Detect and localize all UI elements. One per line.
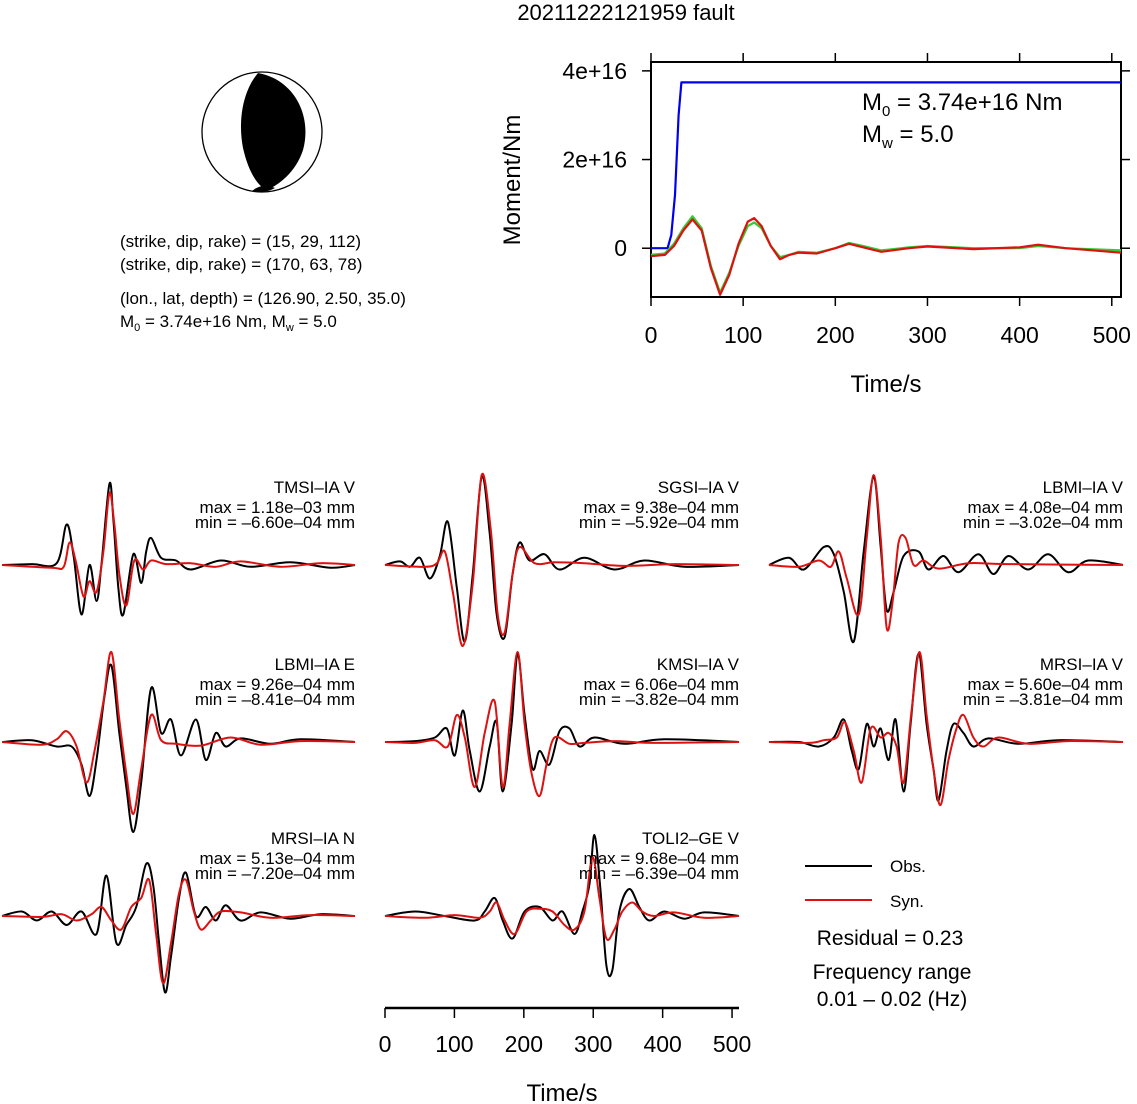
station-label: LBMI–IA V <box>1043 478 1124 497</box>
synthetic-waveform <box>1 491 356 607</box>
nodal-plane-2: (strike, dip, rake) = (170, 63, 78) <box>120 255 362 274</box>
moment-rate-plot: 0 2e+16 4e+16 0 100 200 300 400 500 Moment/Nm T… <box>499 53 1131 398</box>
station-max-label: max = 5.13e–04 mm <box>200 849 355 868</box>
moment-x-tick-label: 200 <box>816 322 854 348</box>
station-min-label: min = –6.39e–04 mm <box>579 864 739 883</box>
station-label: KMSI–IA V <box>657 655 740 674</box>
waveform-x-tick-label: 0 <box>379 1031 392 1057</box>
station-label: SGSI–IA V <box>658 478 740 497</box>
moment-y-axis: 0 2e+16 4e+16 <box>562 58 1130 261</box>
nodal-plane-1: (strike, dip, rake) = (15, 29, 112) <box>120 232 361 251</box>
station-min-label: min = –8.41e–04 mm <box>195 690 355 709</box>
synthetic-waveform <box>384 651 740 798</box>
frequency-range-label: Frequency range <box>813 961 972 984</box>
waveform-x-tick-label: 500 <box>713 1031 751 1057</box>
station-min-label: min = –6.60e–04 mm <box>195 513 355 532</box>
legend-obs-label: Obs. <box>890 857 926 876</box>
figure-title: 20211222121959 fault <box>517 0 734 25</box>
moment-x-tick-label: 300 <box>908 322 946 348</box>
station-label: LBMI–IA E <box>275 655 355 674</box>
moment-function-line <box>651 81 1121 250</box>
synthetic-waveform <box>1 877 356 985</box>
synthetic-waveform <box>384 472 740 648</box>
moment-annotation-m0: M0 = 3.74e+16 Nm <box>862 89 1062 120</box>
station-min-label: min = –3.82e–04 mm <box>579 690 739 709</box>
station-max-label: max = 1.18e–03 mm <box>200 498 355 517</box>
moment-x-tick-label: 100 <box>724 322 762 348</box>
moment-rate-syn-green-line <box>650 215 1122 294</box>
station-min-label: min = –3.81e–04 mm <box>963 690 1123 709</box>
station-max-label: max = 9.26e–04 mm <box>200 675 355 694</box>
station-max-label: max = 4.08e–04 mm <box>968 498 1123 517</box>
synthetic-waveform <box>768 474 1124 632</box>
observed-waveform <box>768 475 1124 644</box>
station-max-label: max = 6.06e–04 mm <box>584 675 739 694</box>
moment-y-axis-label: Moment/Nm <box>499 115 526 246</box>
station-label: TOLI2–GE V <box>642 829 740 848</box>
moment-y-tick-label: 4e+16 <box>562 58 627 84</box>
frequency-range-value: 0.01 – 0.02 (Hz) <box>817 988 968 1011</box>
station-max-label: max = 5.60e–04 mm <box>968 675 1123 694</box>
observed-waveform <box>384 475 740 643</box>
station-min-label: min = –3.02e–04 mm <box>963 513 1123 532</box>
moment-plot-frame <box>650 61 1122 298</box>
station-label: MRSI–IA N <box>271 829 355 848</box>
moment-x-tick-label: 400 <box>1000 322 1038 348</box>
waveform-x-axis: 0 100 200 300 400 500 <box>379 1006 751 1057</box>
synthetic-waveform <box>384 856 740 941</box>
waveform-x-tick-label: 400 <box>643 1031 681 1057</box>
observed-waveform <box>1 862 356 994</box>
station-label: TMSI–IA V <box>274 478 356 497</box>
waveform-x-axis-label: Time/s <box>526 1080 597 1104</box>
station-min-label: min = –5.92e–04 mm <box>579 513 739 532</box>
station-label: MRSI–IA V <box>1040 655 1124 674</box>
residual-label: Residual = 0.23 <box>817 927 964 950</box>
station-min-label: min = –7.20e–04 mm <box>195 864 355 883</box>
location-line: (lon., lat, depth) = (126.90, 2.50, 35.0… <box>120 289 406 308</box>
moment-x-axis-label: Time/s <box>850 371 921 398</box>
moment-line: M0 = 3.74e+16 Nm, Mw = 5.0 <box>120 312 337 334</box>
observed-waveform <box>384 652 740 793</box>
waveform-x-tick-label: 300 <box>574 1031 612 1057</box>
waveform-legend: Obs. Syn. <box>805 857 926 911</box>
focal-mechanism-beachball <box>201 71 323 193</box>
moment-y-tick-label: 2e+16 <box>562 147 627 173</box>
beachball-compressional-quadrant <box>240 73 306 190</box>
moment-annotation-mw: Mw = 5.0 <box>862 121 954 152</box>
observed-waveform <box>384 833 740 978</box>
synthetic-waveform <box>768 650 1124 807</box>
waveform-x-tick-label: 100 <box>435 1031 473 1057</box>
synthetic-waveform <box>1 650 356 816</box>
moment-rate-syn-red-line <box>650 217 1122 296</box>
moment-x-tick-label: 500 <box>1093 322 1131 348</box>
station-max-label: max = 9.38e–04 mm <box>584 498 739 517</box>
station-max-label: max = 9.68e–04 mm <box>584 849 739 868</box>
waveform-x-tick-label: 200 <box>505 1031 543 1057</box>
mechanism-info: (strike, dip, rake) = (15, 29, 112) (str… <box>120 232 406 334</box>
moment-x-axis: 0 100 200 300 400 500 <box>645 53 1131 348</box>
moment-y-tick-label: 0 <box>614 235 627 261</box>
moment-series-group <box>650 81 1122 296</box>
moment-x-tick-label: 0 <box>645 322 658 348</box>
legend-syn-label: Syn. <box>890 892 924 911</box>
